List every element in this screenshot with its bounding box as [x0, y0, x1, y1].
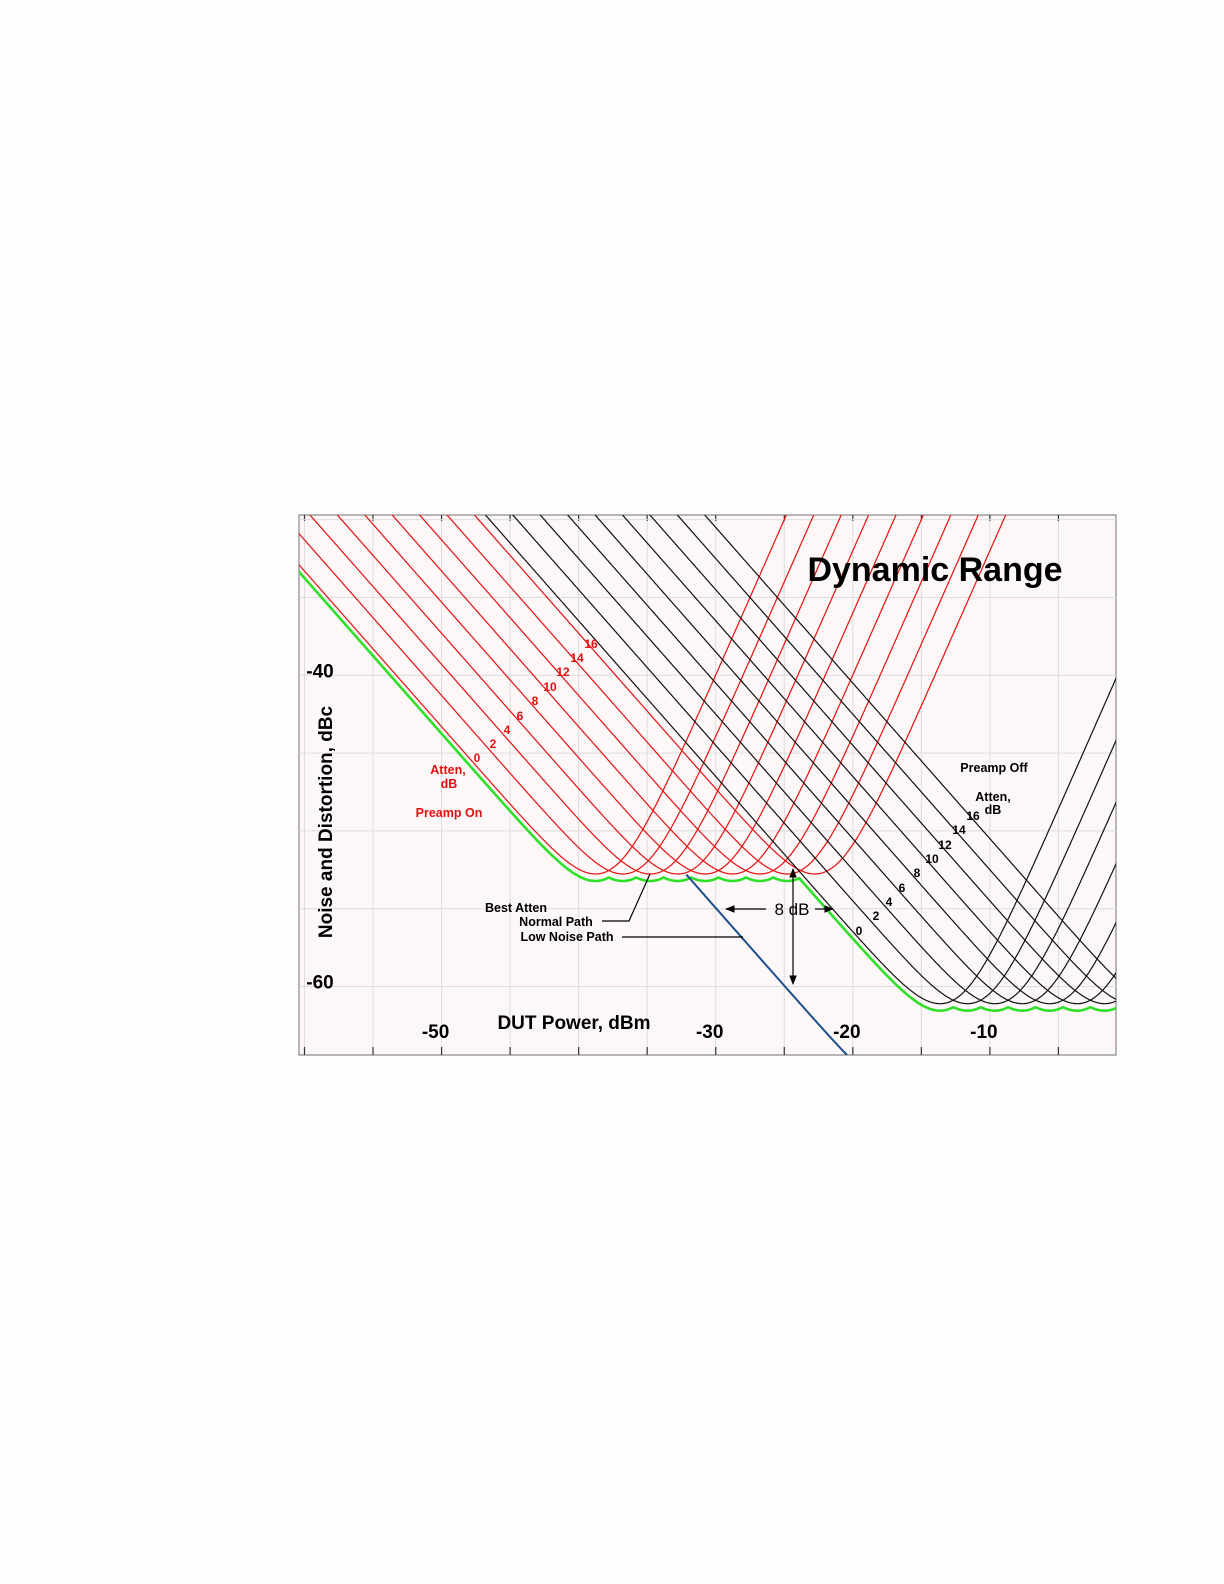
- preamp-on-atten-label: 6: [517, 709, 524, 723]
- preamp-off-atten-label: 8: [914, 866, 921, 880]
- preamp_off-atten-14-curve: [676, 515, 1116, 1000]
- preamp_off-atten-10-curve: [621, 515, 1116, 1005]
- preamp-on-label: Preamp On: [416, 806, 483, 820]
- gridlines: [299, 515, 1116, 1055]
- preamp-off-atten-label: 2: [873, 909, 880, 923]
- preamp-on-atten-label: 2: [490, 737, 497, 751]
- preamp-on-atten-label: 4: [504, 723, 511, 737]
- preamp_on-atten-16-curve: [473, 515, 1007, 875]
- preamp_off-atten-8-curve: [594, 515, 1116, 1005]
- y-tick-label: -40: [306, 661, 333, 682]
- preamp_on-atten-14-curve: [446, 515, 979, 875]
- y-axis-label: Noise and Distortion, dBc: [316, 705, 337, 938]
- preamp-on-atten-label: 8: [532, 694, 539, 708]
- low-noise-path-label: Low Noise Path: [520, 930, 613, 944]
- preamp_off-atten-2-curve: [512, 515, 1116, 1005]
- preamp-off-atten-label: 16: [966, 809, 980, 823]
- best-atten-normal-path-curve: [299, 569, 1116, 1012]
- preamp-off-atten-label: 0: [856, 924, 863, 938]
- preamp_off-atten-16-curve: [704, 515, 1116, 979]
- preamp-off-atten-label: 14: [952, 823, 966, 837]
- normal-path-label: Normal Path: [519, 915, 593, 929]
- preamp-off-atten-label: 12: [938, 838, 952, 852]
- preamp-on-atten-title: Atten,: [430, 763, 465, 777]
- preamp-off-atten-label: 10: [925, 852, 939, 866]
- preamp_on-atten-4-curve: [309, 515, 842, 875]
- preamp_on-atten-12-curve: [418, 515, 952, 875]
- preamp_on-atten-10-curve: [391, 515, 925, 875]
- preamp-off-atten-unit: dB: [985, 803, 1002, 817]
- preamp_on-atten-8-curve: [364, 515, 897, 875]
- preamp_off-atten-0-curve: [484, 515, 1116, 1005]
- x-tick-label: -10: [970, 1022, 997, 1043]
- preamp-on-atten-label: 12: [556, 665, 570, 679]
- preamp_off-atten-12-curve: [649, 515, 1116, 1005]
- x-axis-label: DUT Power, dBm: [497, 1013, 650, 1034]
- chart-title: Dynamic Range: [807, 551, 1062, 589]
- preamp-on-atten-label: 14: [570, 651, 584, 665]
- preamp-off-atten-label: 4: [886, 895, 893, 909]
- preamp_off-atten-6-curve: [566, 515, 1116, 1005]
- preamp_on-atten-0-curve: [299, 515, 787, 875]
- curves: [299, 515, 1116, 1055]
- y-tick-label: -60: [306, 973, 333, 994]
- preamp-on-atten-label: 16: [584, 637, 598, 651]
- normal-path-leader: [602, 873, 651, 922]
- x-tick-label: -20: [833, 1022, 860, 1043]
- preamp-off-label: Preamp Off: [960, 761, 1028, 775]
- preamp-on-atten-unit: dB: [441, 777, 458, 791]
- preamp-off-atten-title: Atten,: [975, 790, 1010, 804]
- tick-labels: -50 -30 -20 -10 -40 -60: [306, 661, 997, 1043]
- preamp-on-atten-label: 0: [474, 751, 481, 765]
- best-atten-label: Best Atten: [485, 901, 547, 915]
- plot-background: [298, 514, 1117, 1056]
- preamp-off-atten-label: 6: [899, 881, 906, 895]
- 8db-annotation: 8 dB: [775, 900, 810, 919]
- x-tick-label: -50: [422, 1022, 449, 1043]
- preamp_on-atten-6-curve: [336, 515, 870, 875]
- x-tick-label: -30: [696, 1022, 723, 1043]
- low-noise-path-curve: [685, 873, 849, 1055]
- preamp_off-atten-4-curve: [539, 515, 1116, 1005]
- preamp_on-atten-2-curve: [299, 515, 815, 875]
- preamp-on-atten-label: 10: [543, 680, 557, 694]
